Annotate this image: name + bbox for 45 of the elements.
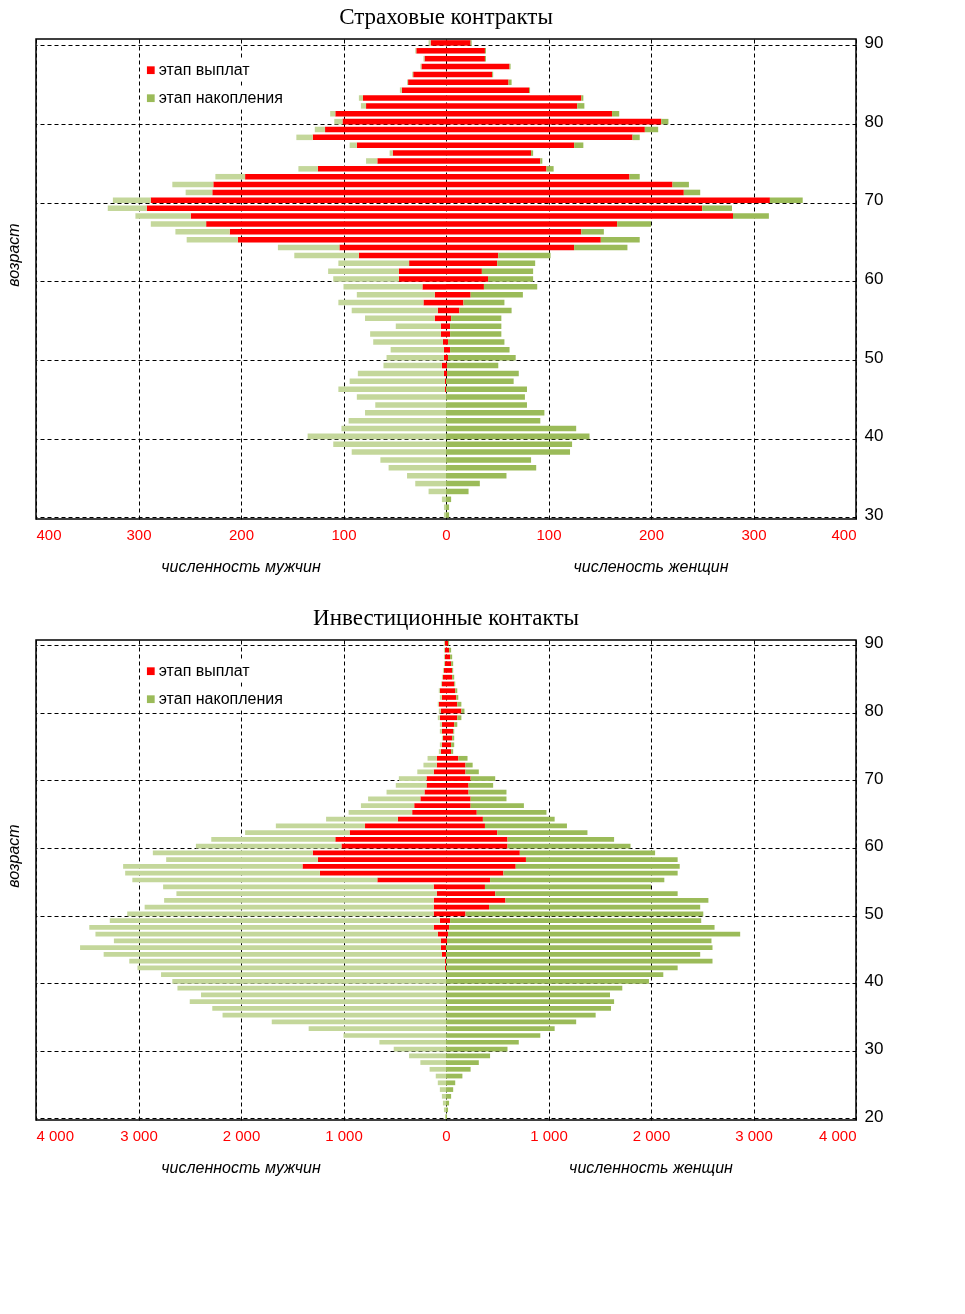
y-tick-label: 80 xyxy=(864,111,884,131)
x-tick-label: 300 xyxy=(126,525,152,543)
x-tick-label: 4 000 xyxy=(818,1126,857,1144)
x-tick-label: 2 000 xyxy=(222,1126,261,1144)
chart-title: Страховые контракты xyxy=(339,4,553,30)
y-tick-label: 40 xyxy=(864,426,884,446)
y-axis-title: возраст xyxy=(5,824,22,888)
y-tick-label: 90 xyxy=(864,32,884,52)
y-tick-label: 60 xyxy=(864,836,884,856)
x-tick-label: 400 xyxy=(831,525,857,543)
y-tick-label: 30 xyxy=(864,1039,884,1059)
legend-label: этап выплат xyxy=(158,61,251,79)
legend-label: этап накопления xyxy=(158,89,283,107)
x-axis-title: численность мужчин xyxy=(161,1159,321,1176)
y-axis-title: возраст xyxy=(5,223,22,287)
y-tick-label: 80 xyxy=(864,700,884,720)
x-tick-label: 100 xyxy=(536,525,562,543)
x-tick-label: 2 000 xyxy=(632,1126,671,1144)
x-tick-label: 1 000 xyxy=(530,1126,568,1144)
x-axis-title: численность мужчин xyxy=(161,558,321,575)
y-tick-label: 50 xyxy=(864,903,884,923)
y-tick-label: 30 xyxy=(864,505,884,525)
text: численость женщин xyxy=(573,558,729,575)
x-tick-label: 1 000 xyxy=(325,1126,363,1144)
x-tick-label: 0 xyxy=(442,525,451,543)
x-tick-label: 4 000 xyxy=(36,1126,75,1144)
x-tick-label: 100 xyxy=(331,525,357,543)
x-tick-label: 200 xyxy=(228,525,255,543)
x-tick-label: 3 000 xyxy=(735,1126,773,1144)
x-tick-label: 400 xyxy=(36,525,62,543)
legend-label: этап выплат xyxy=(158,662,251,680)
x-tick-label: 3 000 xyxy=(120,1126,158,1144)
y-tick-label: 40 xyxy=(864,971,884,991)
x-tick-label: 300 xyxy=(741,525,767,543)
y-tick-label: 70 xyxy=(864,768,884,788)
x-tick-label: 200 xyxy=(638,525,665,543)
legend-label: этап накопления xyxy=(158,690,283,708)
y-tick-label: 90 xyxy=(864,633,884,653)
chart-title: Инвестиционные контакты xyxy=(313,604,579,630)
x-tick-label: 0 xyxy=(442,1126,451,1144)
y-tick-label: 50 xyxy=(864,347,884,367)
y-tick-label: 20 xyxy=(864,1106,884,1126)
y-tick-label: 60 xyxy=(864,269,884,288)
text: численность женщин xyxy=(569,1159,734,1176)
y-tick-label: 70 xyxy=(864,190,884,210)
